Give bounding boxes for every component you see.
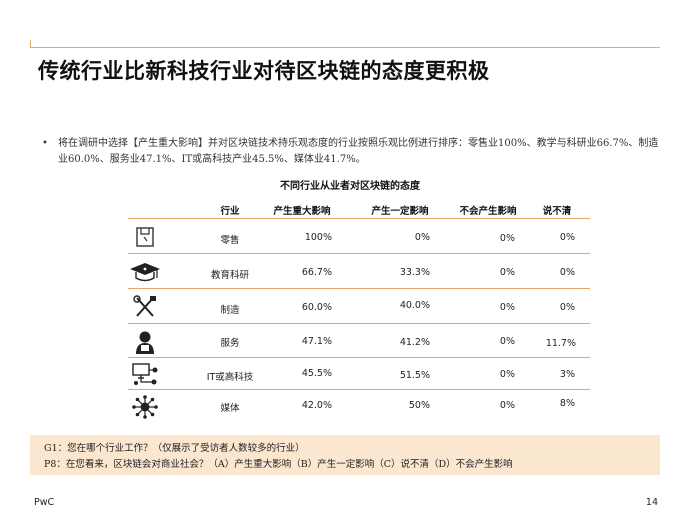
question-p8: P8：在您看来，区块链会对商业社会？（A）产生重大影响（B）产生一定影响（C）说… bbox=[44, 459, 513, 470]
question-g1: G1：您在哪个行业工作？（仅展示了受访者人数较多的行业） bbox=[44, 443, 305, 454]
row-divider bbox=[128, 323, 590, 324]
unsure-value: 0% bbox=[559, 267, 575, 278]
no-impact-value: 0% bbox=[499, 400, 515, 411]
major-impact-value: 60.0% bbox=[301, 302, 332, 313]
some-impact-value: 51.5% bbox=[399, 370, 430, 381]
graduation-cap-icon bbox=[128, 259, 162, 285]
table-row: 零售 100% 0% 0% 0% bbox=[0, 220, 700, 254]
row-divider bbox=[128, 253, 590, 254]
computer-network-icon bbox=[128, 361, 162, 387]
title-rule-tick bbox=[30, 40, 31, 48]
table-row: 教育科研 66.7% 33.3% 0% 0% bbox=[0, 255, 700, 289]
tools-icon bbox=[128, 294, 162, 320]
major-impact-value: 66.7% bbox=[301, 267, 332, 278]
header-no-impact: 不会产生影响 bbox=[459, 206, 517, 217]
no-impact-value: 0% bbox=[499, 302, 515, 313]
row-divider bbox=[128, 389, 590, 390]
some-impact-value: 41.2% bbox=[399, 337, 430, 348]
unsure-value: 0% bbox=[559, 232, 575, 243]
header-divider bbox=[128, 218, 590, 219]
no-impact-value: 0% bbox=[499, 369, 515, 380]
table-title: 不同行业从业者对区块链的态度 bbox=[280, 181, 420, 192]
shopping-bag-icon bbox=[128, 224, 162, 250]
major-impact-value: 47.1% bbox=[301, 336, 332, 347]
service-worker-icon bbox=[128, 329, 162, 355]
title-rule bbox=[30, 47, 660, 48]
brand-label: PwC bbox=[34, 497, 55, 508]
table-row: 制造 60.0% 40.0% 0% 0% bbox=[0, 290, 700, 324]
no-impact-value: 0% bbox=[499, 233, 515, 244]
header-industry: 行业 bbox=[220, 206, 240, 217]
summary-text: 将在调研中选择【产生重大影响】并对区块链技术持乐观态度的行业按照乐观比例进行排序… bbox=[58, 138, 659, 165]
header-some-impact: 产生一定影响 bbox=[371, 206, 429, 217]
summary-bullet: • 将在调研中选择【产生重大影响】并对区块链技术持乐观态度的行业按照乐观比例进行… bbox=[42, 136, 662, 168]
no-impact-value: 0% bbox=[499, 336, 515, 347]
industry-label: 零售 bbox=[220, 235, 240, 246]
major-impact-value: 42.0% bbox=[301, 400, 332, 411]
unsure-value: 0% bbox=[559, 302, 575, 313]
header-major-impact: 产生重大影响 bbox=[273, 206, 331, 217]
some-impact-value: 33.3% bbox=[399, 267, 430, 278]
row-divider bbox=[128, 357, 590, 358]
table-row: 媒体 42.0% 50% 0% 8% bbox=[0, 390, 700, 424]
unsure-value: 11.7% bbox=[545, 338, 576, 349]
bullet-dot: • bbox=[42, 138, 48, 149]
some-impact-value: 0% bbox=[414, 232, 430, 243]
some-impact-value: 40.0% bbox=[399, 300, 430, 311]
page-title: 传统行业比新科技行业对待区块链的态度更积极 bbox=[38, 59, 490, 83]
industry-label: 媒体 bbox=[220, 403, 240, 414]
industry-label: 制造 bbox=[220, 305, 240, 316]
table-row: 服务 47.1% 41.2% 0% 11.7% bbox=[0, 325, 700, 359]
some-impact-value: 50% bbox=[408, 400, 430, 411]
industry-label: 服务 bbox=[220, 338, 240, 349]
major-impact-value: 100% bbox=[304, 232, 332, 243]
industry-label: 教育科研 bbox=[210, 270, 249, 281]
no-impact-value: 0% bbox=[499, 267, 515, 278]
industry-label: IT或高科技 bbox=[206, 372, 254, 383]
unsure-value: 3% bbox=[559, 369, 575, 380]
table-row: IT或高科技 45.5% 51.5% 0% 3% bbox=[0, 357, 700, 391]
question-note-box bbox=[30, 435, 660, 475]
row-divider bbox=[128, 288, 590, 289]
header-unsure: 说不清 bbox=[542, 206, 572, 217]
unsure-value: 8% bbox=[559, 398, 575, 409]
media-network-icon bbox=[128, 394, 162, 420]
page-number: 14 bbox=[645, 497, 658, 508]
major-impact-value: 45.5% bbox=[301, 368, 332, 379]
